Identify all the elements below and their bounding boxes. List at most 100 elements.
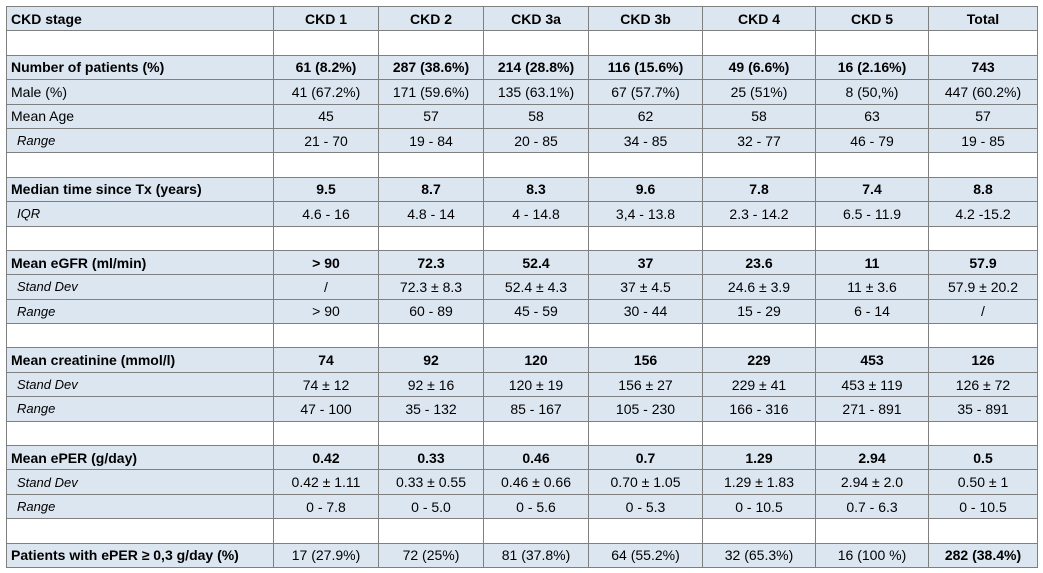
value-cell: 156 ± 27: [588, 371, 703, 398]
data-row: Median time since Tx (years) 9.5 8.7 8.3 9.6…: [6, 176, 1038, 203]
data-row: Stand Dev/72.3 ± 8.3 52.4 ± 4.3 37 ± 4.5 24…: [6, 274, 1038, 300]
value-cell: 37 ± 4.5: [588, 274, 703, 300]
empty-cell: [378, 420, 484, 447]
row-label: IQR: [6, 201, 274, 227]
value-cell: 229 ± 41: [702, 371, 816, 398]
value-cell: 0.5: [928, 445, 1038, 471]
value-cell: 16 (100 %): [815, 542, 929, 568]
empty-cell: [483, 323, 589, 349]
value-cell: 453 ± 119: [815, 371, 929, 398]
value-cell: 30 - 44: [588, 298, 703, 325]
value-cell: 16 (2.16%): [815, 54, 929, 81]
empty-cell: [815, 518, 929, 544]
value-cell: 0 - 7.8: [273, 493, 379, 520]
data-row: Range 0 - 7.8 0 - 5.0 0 - 5.6 0 - 5.3 0 - 10.…: [6, 493, 1038, 520]
value-cell: 92: [378, 347, 484, 373]
data-row: Range 47 - 100 35 - 132 85 - 167 105 - 230 16…: [6, 396, 1038, 422]
empty-cell: [378, 518, 484, 544]
value-cell: 85 - 167: [483, 396, 589, 422]
value-cell: 0.33: [378, 445, 484, 471]
value-cell: 49 (6.6%): [702, 54, 816, 81]
value-cell: 0.7: [588, 445, 703, 471]
value-cell: 63: [815, 103, 929, 129]
row-label: Range: [6, 298, 274, 325]
value-cell: 0.42: [273, 445, 379, 471]
header-cell: CKD 3b: [588, 5, 703, 32]
value-cell: 0.33 ± 0.55: [378, 469, 484, 495]
data-row: IQR 4.6 - 16 4.8 - 14 4 - 14.8 3,4 - 13.8 2.3…: [6, 201, 1038, 227]
value-cell: 271 - 891: [815, 396, 929, 422]
empty-cell: [6, 30, 274, 56]
value-cell: 61 (8.2%): [273, 54, 379, 81]
value-cell: 229: [702, 347, 816, 373]
data-row: Mean eGFR (ml/min) > 90 72.3 52.4 37 23.6 11 57…: [6, 249, 1038, 276]
value-cell: 4 - 14.8: [483, 201, 589, 227]
empty-cell: [273, 323, 379, 349]
value-cell: 45 - 59: [483, 298, 589, 325]
value-cell: 21 - 70: [273, 127, 379, 154]
empty-cell: [702, 323, 816, 349]
empty-cell: [483, 420, 589, 447]
empty-cell: [815, 152, 929, 178]
value-cell: 72.3 ± 8.3: [378, 274, 484, 300]
row-label: Range: [6, 396, 274, 422]
value-cell: 72.3: [378, 249, 484, 276]
value-cell: 6 - 14: [815, 298, 929, 325]
value-cell: 4.2 -15.2: [928, 201, 1038, 227]
value-cell: > 90: [273, 298, 379, 325]
value-cell: 4.8 - 14: [378, 201, 484, 227]
value-cell: 166 - 316: [702, 396, 816, 422]
value-cell: 47 - 100: [273, 396, 379, 422]
empty-cell: [702, 420, 816, 447]
value-cell: 447 (60.2%): [928, 79, 1038, 105]
row-label: Mean ePER (g/day): [6, 445, 274, 471]
row-label: Male (%): [6, 79, 274, 105]
blank-row: [6, 323, 1038, 349]
value-cell: 46 - 79: [815, 127, 929, 154]
value-cell: 0.7 - 6.3: [815, 493, 929, 520]
empty-cell: [273, 225, 379, 251]
empty-cell: [483, 30, 589, 56]
value-cell: 282 (38.4%): [928, 542, 1038, 568]
value-cell: 25 (51%): [702, 79, 816, 105]
row-label: Mean Age: [6, 103, 274, 129]
value-cell: 34 - 85: [588, 127, 703, 154]
value-cell: 105 - 230: [588, 396, 703, 422]
empty-cell: [6, 225, 274, 251]
empty-cell: [273, 420, 379, 447]
header-row: CKD stage CKD 1 CKD 2 CKD 3a CKD 3b CKD 4 CKD …: [6, 5, 1038, 32]
data-row: Range 21 - 70 19 - 84 20 - 85 34 - 85 32 - 77…: [6, 127, 1038, 154]
blank-row: [6, 225, 1038, 251]
empty-cell: [378, 152, 484, 178]
value-cell: > 90: [273, 249, 379, 276]
value-cell: 58: [702, 103, 816, 129]
value-cell: 8.8: [928, 176, 1038, 203]
empty-cell: [588, 420, 703, 447]
value-cell: 60 - 89: [378, 298, 484, 325]
row-label: Median time since Tx (years): [6, 176, 274, 203]
empty-cell: [702, 518, 816, 544]
empty-cell: [273, 152, 379, 178]
empty-cell: [928, 30, 1038, 56]
empty-cell: [928, 152, 1038, 178]
empty-cell: [6, 152, 274, 178]
value-cell: /: [928, 298, 1038, 325]
value-cell: 0.46: [483, 445, 589, 471]
value-cell: 453: [815, 347, 929, 373]
value-cell: 120: [483, 347, 589, 373]
data-row: Male (%) 41 (67.2%) 171 (59.6%) 135 (63.1%)…: [6, 79, 1038, 105]
value-cell: 120 ± 19: [483, 371, 589, 398]
value-cell: 126 ± 72: [928, 371, 1038, 398]
data-row: Number of patients (%) 61 (8.2%) 287 (38.6…: [6, 54, 1038, 81]
value-cell: 0 - 5.3: [588, 493, 703, 520]
value-cell: 8 (50,%): [815, 79, 929, 105]
data-row: Mean Age 45 57 58 62 58 63 57: [6, 103, 1038, 129]
value-cell: 19 - 85: [928, 127, 1038, 154]
empty-cell: [378, 323, 484, 349]
empty-cell: [702, 30, 816, 56]
empty-cell: [702, 225, 816, 251]
value-cell: 6.5 - 11.9: [815, 201, 929, 227]
value-cell: 743: [928, 54, 1038, 81]
blank-row: [6, 152, 1038, 178]
row-label: Stand Dev: [6, 274, 274, 300]
